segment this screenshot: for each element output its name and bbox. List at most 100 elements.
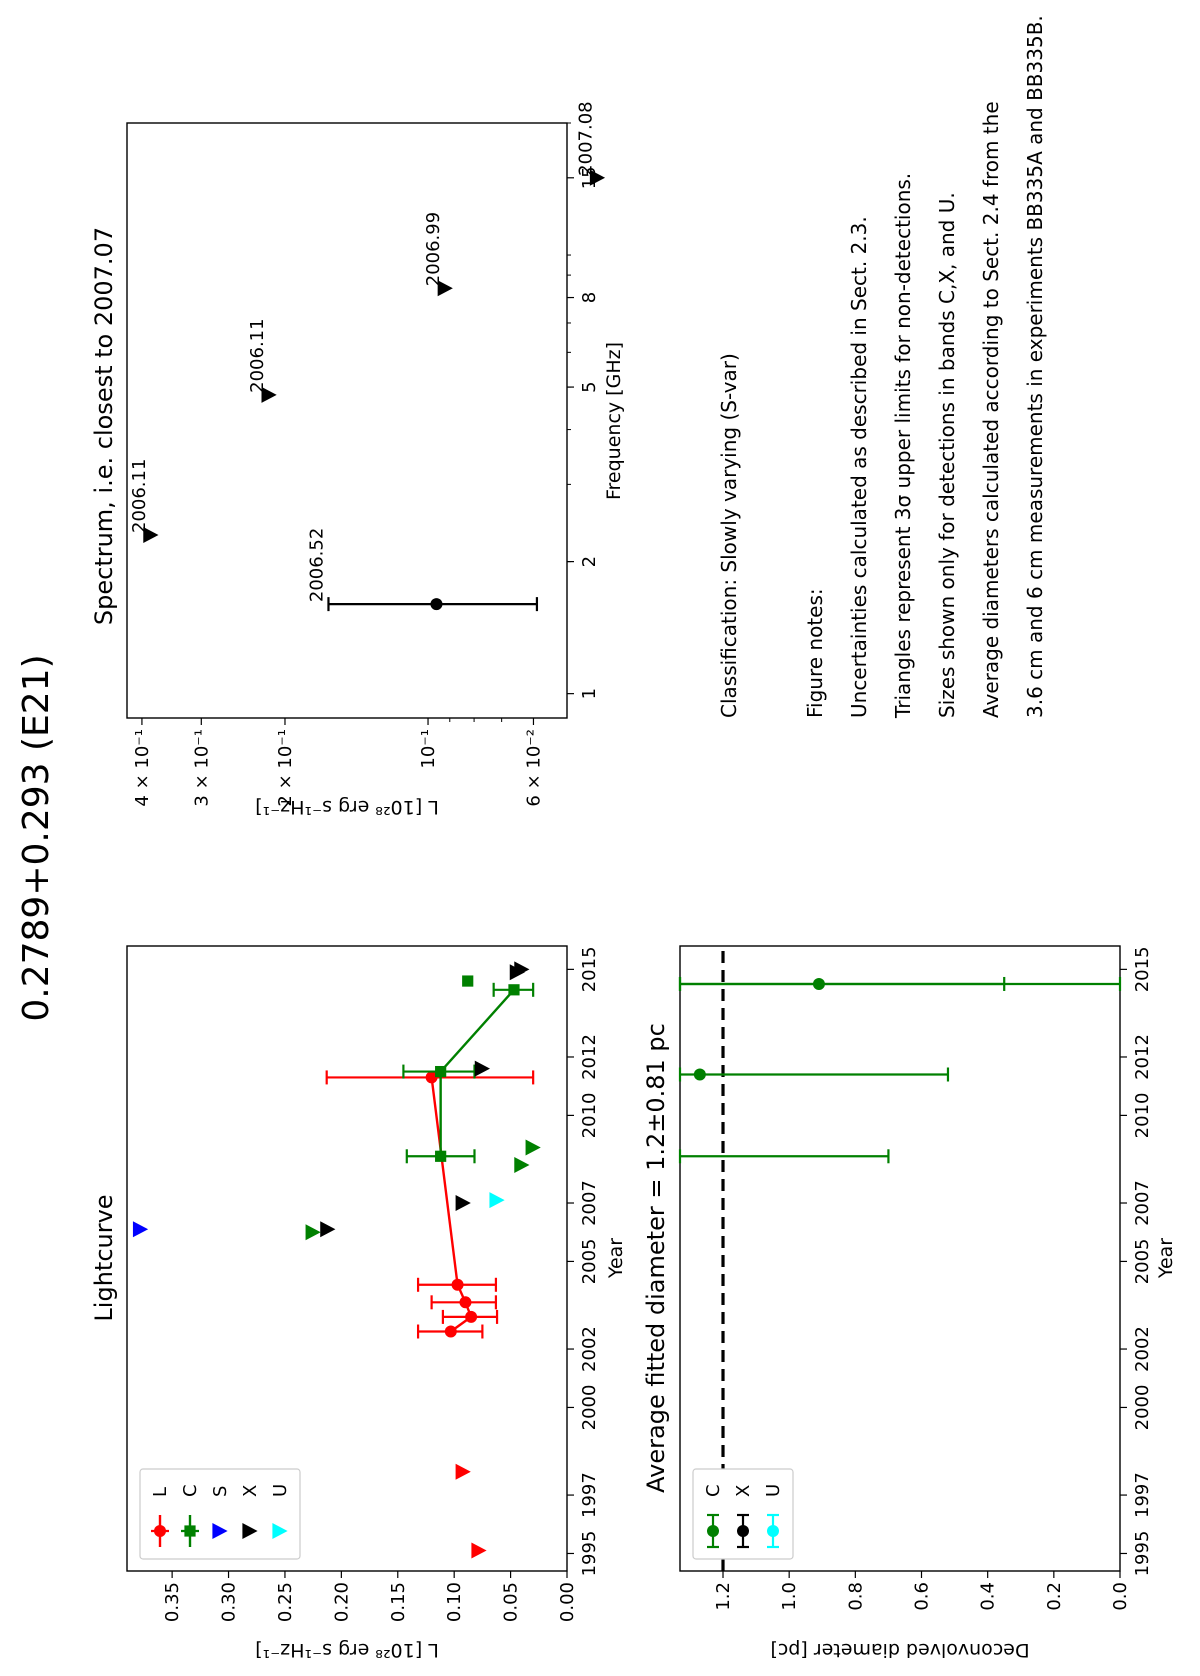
lightcurve-xtick-label: 2002 xyxy=(579,1326,600,1372)
diameter-xtick-label: 2000 xyxy=(1132,1385,1153,1431)
spectrum-ytick-label: 10⁻¹ xyxy=(418,729,439,769)
legend-entry-X: X xyxy=(733,1485,754,1549)
legend-label-X: X xyxy=(240,1485,261,1497)
legend-marker-L xyxy=(154,1525,166,1537)
legend-marker-C xyxy=(184,1525,196,1537)
series-X-point xyxy=(320,1221,336,1238)
figure-title: 0.2789+0.293 (E21) xyxy=(16,654,57,1021)
spectrum-point xyxy=(437,280,453,297)
spectrum-point-group: 2006.11 xyxy=(129,459,159,543)
diameter-ytick-label: 1.2 xyxy=(713,1582,734,1611)
spectrum-point-label: 2006.52 xyxy=(306,528,327,602)
diameter-ytick-label: 0.2 xyxy=(1044,1582,1065,1611)
diameter-frame xyxy=(679,945,1121,1572)
diameter-xtick-label: 2007 xyxy=(1132,1180,1153,1226)
series-C-point xyxy=(462,975,474,987)
spectrum-point-label: 2006.11 xyxy=(247,318,268,392)
series-C-point xyxy=(435,1150,447,1162)
lightcurve-panel: Lightcurve 1995 1997 2000 2002 2005 2007 2010 2… xyxy=(90,945,627,1661)
notes-block: Classification: Slowly varying (S-var) F… xyxy=(717,15,1047,719)
diameter-panel: Average fitted diameter = 1.2±0.81 pc 19… xyxy=(642,945,1177,1661)
lightcurve-ytick-label: 0.10 xyxy=(444,1582,465,1622)
series-limits-group xyxy=(305,1139,541,1241)
spectrum-panel: Spectrum, i.e. closest to 2007.07 1 2 5 8 15… xyxy=(90,101,625,818)
series-C-group xyxy=(402,975,535,1164)
lightcurve-xtick-label: 2000 xyxy=(579,1385,600,1431)
series-X-point xyxy=(455,1195,471,1212)
series-limit-point xyxy=(471,1542,487,1559)
lightcurve-xtick-label: 1995 xyxy=(579,1531,600,1577)
diameter-xtick-label: 1997 xyxy=(1132,1472,1153,1518)
note-line-3: Sizes shown only for detections in bands… xyxy=(935,192,959,718)
diameter-errorbar xyxy=(678,1149,890,1164)
legend-entry-C: C xyxy=(703,1484,724,1549)
legend-label-L: L xyxy=(150,1487,171,1497)
spectrum-point xyxy=(589,169,606,186)
note-line-5: 3.6 cm and 6 cm measurements in experime… xyxy=(1023,15,1047,718)
series-L-point xyxy=(459,1296,472,1309)
series-limit-point xyxy=(305,1224,321,1241)
lightcurve-xtick-label: 1997 xyxy=(579,1472,600,1518)
spectrum-point xyxy=(261,386,277,403)
spectrum-ytick-label: 3 × 10⁻¹ xyxy=(191,729,212,807)
spectrum-ytick-label: 4 × 10⁻¹ xyxy=(132,729,153,807)
diameter-ylabel: Deconvolved diameter [pc] xyxy=(770,1639,1029,1661)
series-L-point xyxy=(444,1325,457,1338)
spectrum-point-label: 2007.08 xyxy=(575,101,596,175)
legend-label-C: C xyxy=(703,1484,724,1497)
classification-text: Classification: Slowly varying (S-var) xyxy=(717,353,741,718)
legend-marker-U xyxy=(767,1525,779,1537)
legend-label-U: U xyxy=(763,1484,784,1497)
spectrum-point xyxy=(143,526,159,543)
legend-marker-U xyxy=(272,1523,288,1539)
lightcurve-xtick-label: 2010 xyxy=(579,1092,600,1138)
diameter-errorbar xyxy=(678,1067,950,1082)
legend-marker-X xyxy=(737,1525,749,1537)
note-line-4: Average diameters calculated according t… xyxy=(979,101,1003,718)
diameter-ytick-label: 0.8 xyxy=(845,1582,866,1611)
series-limits-group xyxy=(455,1463,487,1559)
series-X-group xyxy=(320,961,530,1238)
legend-marker-X xyxy=(242,1523,258,1539)
note-line-2: Triangles represent 3σ upper limits for … xyxy=(891,173,915,719)
spectrum-ytick-label: 2 × 10⁻¹ xyxy=(275,729,296,807)
spectrum-point xyxy=(430,598,443,611)
spectrum-title: Spectrum, i.e. closest to 2007.07 xyxy=(90,227,118,625)
legend-marker-C xyxy=(707,1525,719,1537)
spectrum-ticks: 1 2 5 8 15 4 × 10⁻¹ 3 × 10⁻¹ 2 × 10⁻¹ 10⁻¹ 6 × 10… xyxy=(132,122,600,807)
diameter-errorbar xyxy=(678,976,1122,991)
diameter-ytick-label: 0.0 xyxy=(1110,1582,1131,1611)
series-limit-point xyxy=(455,1463,471,1480)
spectrum-point-label: 2006.99 xyxy=(423,212,444,286)
spectrum-xtick-label: 2 xyxy=(579,556,600,567)
diameter-point xyxy=(693,1068,706,1081)
note-line-1: Uncertainties calculated as described in… xyxy=(847,216,871,718)
legend-entry-S: S xyxy=(210,1486,231,1539)
series-limit-point xyxy=(525,1139,541,1156)
diameter-xtick-label: 1995 xyxy=(1132,1531,1153,1577)
diameter-xtick-label: 2002 xyxy=(1132,1326,1153,1372)
diameter-xtick-label: 2015 xyxy=(1132,946,1153,992)
diameter-title: Average fitted diameter = 1.2±0.81 pc xyxy=(642,1023,670,1493)
series-limit-point xyxy=(514,1157,530,1174)
lightcurve-xtick-label: 2012 xyxy=(579,1034,600,1080)
series-L-point xyxy=(425,1071,438,1084)
diameter-xtick-label: 2010 xyxy=(1132,1092,1153,1138)
series-S-group xyxy=(132,1221,149,1238)
legend-label-C: C xyxy=(180,1484,201,1497)
series-C-point xyxy=(435,1065,447,1078)
spectrum-marks: 2006.52 2006.11 2006.11 2006.99 2007.08 xyxy=(129,101,606,612)
legend-label-S: S xyxy=(210,1486,231,1497)
lightcurve-ticks: 1995 1997 2000 2002 2005 2007 2010 2012 2015 0.00… xyxy=(162,946,600,1622)
spectrum-point-group: 2006.11 xyxy=(247,318,277,403)
spectrum-ytick-label: 6 × 10⁻² xyxy=(523,729,544,807)
spectrum-xtick-label: 1 xyxy=(579,688,600,699)
spectrum-frame xyxy=(126,122,568,719)
legend-entry-U: U xyxy=(763,1484,784,1549)
spectrum-xtick-label: 15 xyxy=(579,166,600,189)
